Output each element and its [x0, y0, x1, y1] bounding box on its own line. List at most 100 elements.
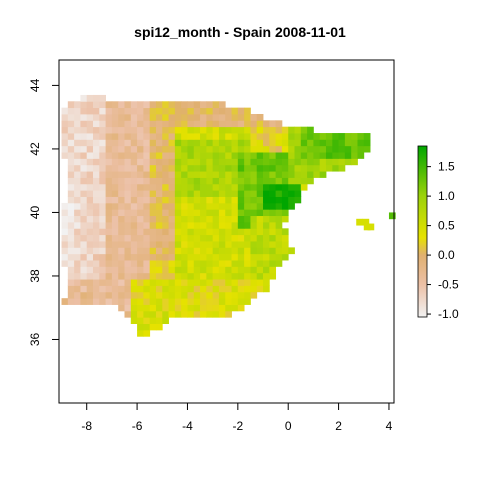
raster-cell — [155, 304, 163, 312]
raster-cell — [80, 158, 88, 166]
raster-cell — [93, 101, 100, 109]
raster-cell — [244, 234, 251, 242]
raster-cell — [80, 183, 88, 191]
raster-cell — [250, 152, 258, 159]
raster-cell — [99, 120, 106, 128]
raster-cell — [250, 279, 258, 286]
raster-cell — [187, 272, 195, 280]
raster-cell — [212, 190, 220, 197]
raster-cell — [174, 101, 182, 109]
raster-cell — [181, 310, 188, 318]
raster-cell — [351, 152, 358, 159]
raster-cell — [74, 241, 81, 248]
raster-cell — [93, 158, 100, 166]
raster-cell — [118, 190, 125, 197]
raster-cell — [263, 164, 270, 172]
raster-cell — [231, 152, 239, 159]
raster-cell — [250, 126, 258, 134]
raster-cell — [212, 260, 220, 267]
raster-cell — [193, 177, 201, 185]
raster-cell — [212, 209, 220, 217]
raster-cell — [137, 285, 144, 293]
raster-cell — [124, 310, 132, 318]
raster-cell — [256, 279, 264, 286]
raster-cell — [130, 317, 138, 324]
raster-cell — [218, 177, 226, 185]
raster-cell — [86, 145, 94, 153]
raster-cell — [206, 177, 214, 185]
raster-cell — [206, 279, 214, 286]
raster-cell — [231, 145, 239, 153]
raster-cell — [231, 215, 239, 223]
raster-cell — [149, 266, 157, 274]
raster-cell — [212, 241, 220, 248]
raster-cell — [143, 164, 151, 172]
raster-cell — [130, 215, 138, 223]
raster-cell — [288, 133, 295, 140]
raster-cell — [67, 234, 75, 242]
raster-cell — [162, 196, 169, 204]
raster-cell — [162, 221, 169, 229]
raster-cell — [93, 228, 100, 236]
raster-cell — [313, 171, 321, 178]
raster-cell — [275, 126, 283, 134]
raster-cell — [288, 139, 295, 147]
raster-cell — [281, 126, 289, 134]
raster-cell — [269, 158, 277, 166]
raster-cell — [250, 113, 258, 121]
raster-cell — [130, 126, 138, 134]
raster-cell — [206, 285, 214, 293]
raster-cell — [269, 152, 277, 159]
raster-cell — [149, 139, 157, 147]
raster-cell — [155, 113, 163, 121]
raster-cell — [244, 190, 251, 197]
raster-cell — [281, 196, 289, 204]
raster-cell — [344, 133, 352, 140]
raster-cell — [244, 202, 251, 210]
raster-cell — [212, 247, 220, 255]
raster-cell — [269, 171, 277, 178]
raster-cell — [200, 202, 207, 210]
raster-cell — [143, 247, 151, 255]
raster-cell — [281, 247, 289, 255]
raster-cell — [218, 171, 226, 178]
raster-cell — [193, 279, 201, 286]
raster-cell — [187, 215, 195, 223]
raster-cell — [143, 190, 151, 197]
raster-cell — [200, 253, 207, 261]
raster-cell — [155, 177, 163, 185]
raster-cell — [181, 164, 188, 172]
raster-cell — [118, 158, 125, 166]
raster-cell — [124, 221, 132, 229]
raster-cell — [231, 107, 239, 115]
raster-cell — [250, 253, 258, 261]
raster-cell — [80, 291, 88, 299]
raster-cell — [149, 304, 157, 312]
raster-cell — [269, 133, 277, 140]
raster-cell — [111, 228, 119, 236]
raster-cell — [118, 164, 125, 172]
legend-tick-label: 1.0 — [438, 189, 455, 203]
raster-cell — [212, 285, 220, 293]
raster-cell — [174, 190, 182, 197]
raster-cell — [155, 317, 163, 324]
raster-cell — [74, 260, 81, 267]
raster-cell — [218, 253, 226, 261]
raster-cell — [212, 215, 220, 223]
raster-cell — [275, 177, 283, 185]
raster-cell — [231, 247, 239, 255]
raster-cell — [300, 171, 308, 178]
raster-cell — [218, 260, 226, 267]
raster-cell — [225, 183, 232, 191]
raster-cell — [225, 279, 232, 286]
raster-cell — [86, 215, 94, 223]
raster-cell — [74, 177, 81, 185]
raster-cell — [250, 285, 258, 293]
raster-cell — [200, 279, 207, 286]
raster-cell — [357, 139, 365, 147]
raster-cell — [294, 126, 302, 134]
raster-cell — [218, 285, 226, 293]
raster-cell — [357, 145, 365, 153]
raster-cell — [118, 196, 125, 204]
raster-cell — [174, 158, 182, 166]
